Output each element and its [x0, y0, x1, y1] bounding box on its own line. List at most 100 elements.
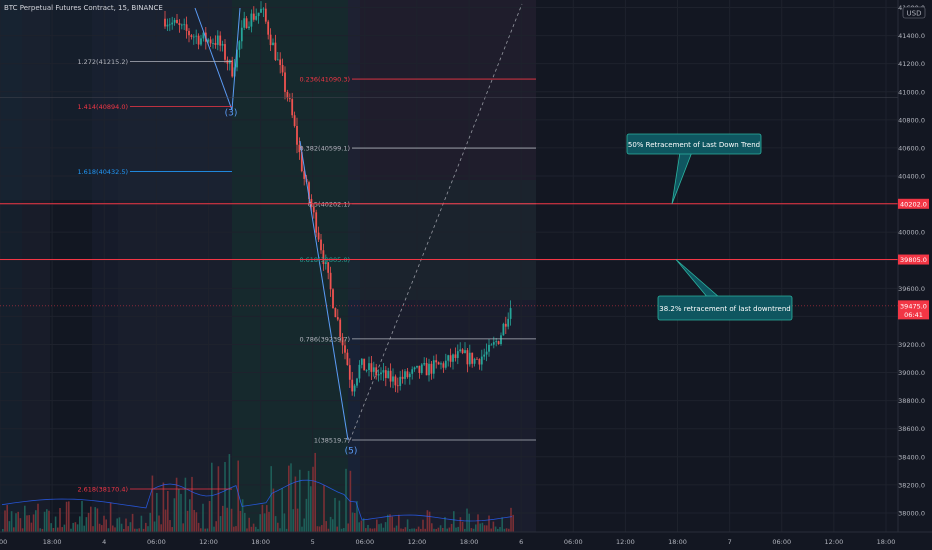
- candle-body: [444, 360, 447, 368]
- volume-bar: [512, 514, 514, 532]
- candle-body: [435, 360, 438, 363]
- volume-bar: [417, 526, 420, 532]
- candle-body: [471, 352, 474, 364]
- candle-body: [276, 59, 279, 61]
- candle-body: [488, 344, 490, 352]
- candle-body: [248, 26, 250, 29]
- volume-bar: [30, 522, 33, 532]
- volume-bar: [48, 510, 50, 532]
- volume-bar: [459, 517, 462, 532]
- volume-bar: [406, 519, 409, 532]
- volume-bar: [65, 501, 68, 532]
- volume-bar: [296, 508, 299, 532]
- volume-bar: [389, 514, 391, 532]
- candle-body: [188, 30, 190, 36]
- volume-bar: [149, 512, 151, 532]
- candle-body: [262, 8, 265, 10]
- volume-bar: [164, 509, 167, 532]
- candle-body: [260, 8, 262, 13]
- volume-bar: [87, 512, 90, 532]
- volume-bar: [129, 522, 132, 532]
- volume-bar: [72, 522, 74, 532]
- candle-body: [404, 371, 406, 379]
- volume-bar: [303, 518, 305, 532]
- volume-bar: [483, 525, 486, 532]
- candle-body: [245, 18, 248, 29]
- volume-bar: [257, 528, 259, 532]
- volume-bar: [439, 525, 442, 532]
- volume-bar: [118, 517, 121, 532]
- volume-bar: [376, 519, 378, 532]
- volume-bar: [343, 528, 345, 532]
- time-axis-label: 18:00: [877, 538, 896, 546]
- volume-bar: [299, 469, 301, 532]
- volume-bar: [442, 527, 444, 532]
- candle-body: [344, 345, 346, 353]
- volume-bar: [393, 527, 396, 532]
- candle-body: [466, 350, 469, 365]
- candle-body: [166, 24, 169, 27]
- candle-body: [334, 308, 337, 318]
- volume-bar: [19, 518, 22, 532]
- volume-bar: [481, 522, 484, 532]
- volume-bar: [472, 528, 475, 532]
- volume-bar: [475, 524, 477, 532]
- volume-bar: [4, 510, 6, 532]
- candlesticks: [164, 1, 512, 397]
- volume-bar: [158, 515, 160, 532]
- candle-body: [447, 355, 450, 361]
- trend-projection-line: [349, 3, 523, 441]
- volume-bar: [270, 466, 272, 532]
- session-band: [0, 0, 22, 532]
- volume-bar: [380, 523, 382, 532]
- candle-body: [240, 27, 243, 42]
- price-axis-label: 40600.0: [898, 144, 925, 152]
- currency-badge[interactable]: USD: [902, 6, 926, 19]
- volume-bar: [323, 485, 325, 532]
- fib-level-label: 1.414(40894.0): [77, 103, 128, 111]
- fib-level-label: 0.382(40599.1): [299, 145, 350, 153]
- volume-bar: [310, 486, 312, 532]
- volume-bar: [112, 525, 114, 532]
- volume-bar: [415, 528, 418, 532]
- volume-bar: [131, 513, 134, 532]
- candle-body: [267, 21, 270, 35]
- candle-body: [413, 367, 416, 370]
- volume-bar: [10, 511, 13, 532]
- last-price-tag-label: 39475.0: [900, 302, 927, 310]
- candle-body: [370, 363, 373, 372]
- volume-bar: [76, 524, 79, 532]
- session-band: [50, 0, 92, 532]
- price-axis-background: [898, 0, 932, 532]
- time-axis-label: 4: [102, 538, 106, 546]
- fib-level-label: 0.786(39239.7): [299, 335, 350, 343]
- candle-body: [425, 363, 428, 376]
- candle-body: [272, 42, 274, 46]
- price-axis-label: 38400.0: [898, 453, 925, 461]
- volume-bar: [318, 526, 321, 532]
- volume-bar: [233, 526, 235, 532]
- session-band: [360, 0, 536, 532]
- volume-bar: [435, 528, 437, 532]
- volume-bar: [189, 499, 191, 532]
- candle-body: [418, 365, 421, 373]
- volume-bar: [120, 523, 123, 532]
- volume-bar: [202, 503, 204, 532]
- volume-bar: [70, 528, 72, 532]
- volume-bar: [382, 527, 385, 532]
- volume-bar: [92, 526, 94, 532]
- candle-body: [190, 35, 193, 37]
- time-axis[interactable]: 2:00 18:00 4 06:00 12:00 18:00 5 06:00 12:00 18:0…: [0, 538, 895, 546]
- volume-bar: [461, 521, 464, 532]
- session-band: [22, 0, 50, 532]
- volume-bar: [490, 528, 492, 532]
- price-tag-label: 39805.0: [900, 256, 927, 264]
- volume-bar: [171, 527, 173, 532]
- candle-body: [353, 385, 356, 392]
- candle-body: [250, 13, 253, 27]
- volume-bar: [162, 482, 165, 532]
- wave-line: [194, 7, 241, 111]
- volume-bar: [219, 516, 222, 532]
- volume-bar: [28, 515, 30, 532]
